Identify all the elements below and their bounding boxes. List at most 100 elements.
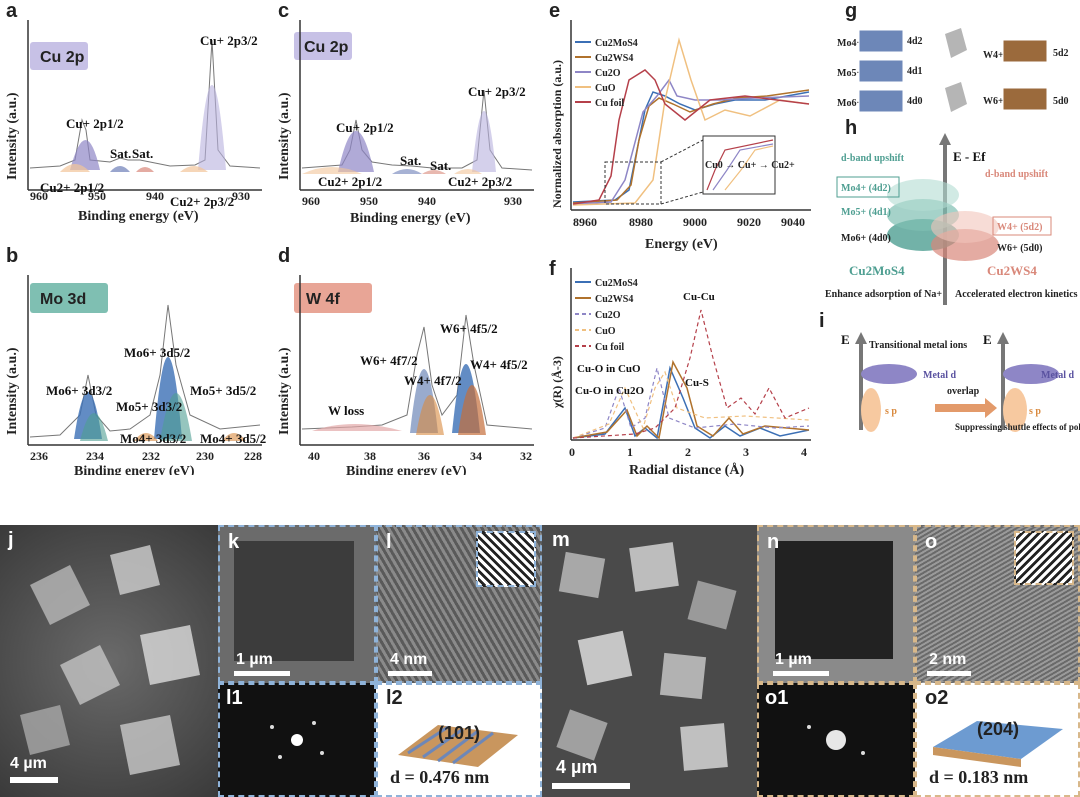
fft-spot-o1-2 (861, 751, 865, 755)
image-l: l 4 nm (376, 525, 542, 683)
tick-f-2: 2 (685, 445, 691, 459)
peak-cu2-12-c (302, 167, 362, 174)
panel-d: d W 4f W6+ 4f5/2 W6+ 4f7/2 W4+ 4f5/2 W4+… (272, 245, 542, 479)
g-mo6: Mo6+ (837, 98, 862, 109)
i-overlap-arrow (935, 398, 997, 418)
cube-m-2 (629, 542, 679, 592)
legend-f-2: Cu2O (595, 310, 621, 321)
annot-a-cu2-12: Cu2+ 2p1/2 (40, 180, 104, 195)
panel-h: h E - Ef d-band upshift d-band upshift M… (815, 115, 1080, 310)
tick-d-2: 36 (418, 449, 430, 463)
h-left-material: Cu2MoS4 (849, 263, 905, 278)
exafs-chart-f: Cu2MoS4 Cu2WS4 Cu2O CuO Cu foil Cu-Cu Cu… (550, 268, 811, 478)
tick-a-2: 940 (146, 189, 164, 203)
i-sp1: s p (885, 406, 897, 417)
peak-cu2-32-c (454, 169, 482, 174)
xps-cu2p-chart-a: Cu 2p Cu+ 2p3/2 Cu+ 2p1/2 Sat. Sat. Cu2+… (5, 20, 262, 224)
annot-b-mo4-32: Mo4+ 3d3/2 (120, 431, 186, 446)
g-mo5: Mo5+ (837, 68, 862, 79)
tick-f-4: 4 (801, 445, 807, 459)
series-cu2mos4-e (572, 91, 810, 203)
annot-f-cus: Cu-S (685, 377, 709, 389)
scalebar-o (927, 671, 971, 676)
g-5d2: 5d2 (1053, 48, 1069, 59)
panel-label-f: f (549, 258, 556, 280)
inset-cuo-e (724, 145, 774, 191)
tick-e-1: 8980 (629, 215, 653, 229)
i-axis-left-head (855, 332, 867, 344)
panel-label-o: o (925, 531, 938, 553)
series-cuo-f (572, 370, 810, 439)
legend-f-3: CuO (595, 326, 616, 337)
panel-g: g Mo4+ Mo5+ Mo6+ 4d2 4d1 4d0 W4+ W6+ 5d2… (815, 0, 1080, 115)
annot-d-w4-52: W4+ 4f5/2 (470, 357, 528, 372)
tick-d-1: 38 (364, 449, 376, 463)
i-sp-left (861, 388, 881, 432)
surface-plot-o2 (933, 721, 1063, 767)
cube-m-7 (680, 723, 728, 771)
g-mo5-box (858, 59, 904, 83)
ylabel-f: χ(R) (Å-3) (550, 356, 564, 409)
legend-f-1: Cu2WS4 (595, 294, 633, 305)
image-n: n 1 µm (757, 525, 915, 683)
xps-mo3d-chart-b: Mo 3d Mo6+ 3d5/2 Mo6+ 3d3/2 Mo5+ 3d5/2 M… (5, 275, 266, 479)
g-mo4-box (858, 29, 904, 53)
panel-label-l2: l2 (386, 687, 403, 709)
panel-label-o2: o2 (925, 687, 949, 709)
annot-a-cu2-32: Cu2+ 2p3/2 (170, 194, 234, 209)
image-m: m 4 µm (542, 525, 757, 797)
inset-o (1014, 531, 1074, 585)
scalebar-j (10, 777, 58, 783)
i-e2: E (983, 332, 992, 347)
envelope-a (29, 39, 261, 169)
annot-c-sat2: Sat. (430, 158, 451, 173)
legend-e-2: Cu2O (595, 68, 621, 79)
i-metal-d2: Metal d (1041, 370, 1074, 381)
ylabel-e: Normalized absorption (a.u.) (550, 60, 564, 208)
sem-cubes-m (552, 542, 737, 789)
peak-cu-12-c (338, 131, 374, 172)
tag-bg-b (30, 283, 108, 313)
series-cu2ws4-f (572, 359, 810, 440)
annot-f-cucu: Cu-Cu (683, 291, 715, 303)
dspacing-o2: d = 0.183 nm (929, 767, 1029, 787)
g-mo6-box (858, 89, 904, 113)
annot-d-w6-72: W6+ 4f7/2 (360, 353, 418, 368)
xps-cu2p-chart-c: Cu 2p Cu+ 2p3/2 Cu+ 2p1/2 Sat. Sat. Cu2+… (277, 20, 534, 226)
h-dband-left: d-band upshift (841, 153, 905, 164)
xlabel-a: Binding energy (eV) (78, 209, 199, 224)
g-octahedron-1 (945, 28, 967, 58)
tick-b-1: 234 (86, 449, 104, 463)
image-k: k 1 µm (218, 525, 376, 683)
crystal-n (775, 541, 893, 659)
fft-center-o1 (826, 730, 846, 750)
series-cu2o-e (572, 78, 810, 205)
peak-sat1-a (110, 166, 130, 172)
panel-c: c Cu 2p Cu+ 2p3/2 Cu+ 2p1/2 Sat. Sat. Cu… (272, 0, 542, 226)
surface-side-o2 (933, 747, 1021, 767)
scale-o: 2 nm (929, 651, 967, 668)
tick-f-0: 0 (569, 445, 575, 459)
image-l2: l2 (101) d = 0.476 nm (376, 683, 542, 797)
h-right-disc-2 (931, 211, 999, 243)
annot-c-cu2-32: Cu2+ 2p3/2 (448, 174, 512, 189)
g-4d0: 4d0 (907, 96, 923, 107)
flake-j-6 (120, 715, 180, 775)
h-w6: W6+ (5d0) (997, 243, 1042, 254)
legend-f-4: Cu foil (595, 342, 624, 353)
sem-flakes-j (10, 545, 200, 783)
h-w4-box (992, 216, 1052, 236)
tick-d-0: 40 (308, 449, 320, 463)
g-4d1: 4d1 (907, 66, 923, 77)
i-e1: E (841, 332, 850, 347)
tick-e-3: 9020 (737, 215, 761, 229)
flake-j-5 (20, 705, 70, 755)
inset-cu2o-e (712, 143, 774, 191)
flake-j-4 (140, 625, 200, 685)
fft-l1 (270, 721, 324, 759)
fft-spot-o1-1 (807, 725, 811, 729)
h-mo4-box (836, 176, 900, 198)
annot-a-cu1-32: Cu+ 2p3/2 (200, 33, 258, 48)
flake-j-3 (60, 645, 120, 705)
peak-w4-72-d (416, 395, 444, 435)
